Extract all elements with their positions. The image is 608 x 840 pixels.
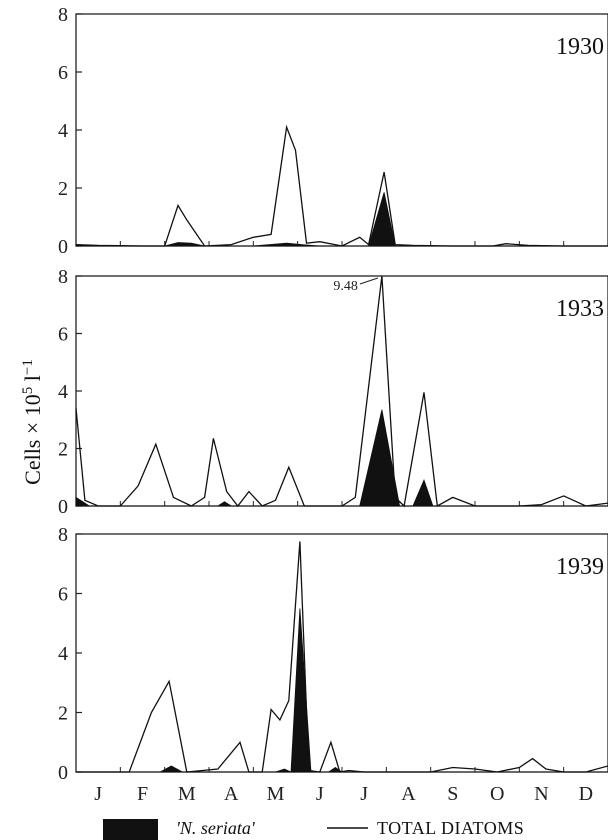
y-axis-label-exponent: 5: [20, 387, 36, 395]
y-tick-label: 6: [58, 584, 68, 606]
y-tick-label: 8: [58, 524, 68, 546]
y-tick-label: 4: [58, 120, 68, 142]
month-label: O: [490, 783, 504, 805]
y-tick-label: 2: [58, 178, 68, 200]
month-label: J: [360, 783, 368, 805]
y-tick-label: 2: [58, 703, 68, 725]
legend-label-n-seriata: 'N. seriata': [176, 818, 256, 838]
month-label: S: [447, 783, 458, 805]
y-tick-label: 6: [58, 324, 68, 346]
month-label: N: [534, 783, 548, 805]
panel-1930: 0 2 4 6 8 1930: [58, 4, 608, 258]
y-tick-label: 0: [58, 762, 68, 784]
panel-1939: 0 2 4 6 8 1939: [58, 524, 608, 784]
peak-annotation: 9.48: [333, 279, 358, 294]
panel-frame: [75, 13, 608, 247]
panel-year-label: 1939: [556, 554, 604, 580]
panel-frame: [75, 275, 608, 507]
month-label: F: [137, 783, 148, 805]
y-axis-label-unit-exponent: −1: [20, 359, 36, 375]
series-n-seriata-area: [76, 608, 608, 773]
month-label: J: [94, 783, 102, 805]
panel-year-label: 1930: [556, 34, 604, 60]
series-total-diatoms-line: [75, 275, 608, 508]
y-tick-label: 0: [58, 236, 68, 258]
month-label: A: [401, 783, 416, 805]
legend: 'N. seriata' TOTAL DIATOMS: [103, 818, 524, 840]
series-total-diatoms-line: [76, 541, 608, 773]
series-total-diatoms-line: [75, 124, 608, 247]
panel-1933: 0 2 4 6 8 1933 9.48: [58, 266, 608, 518]
y-tick-label: 4: [58, 643, 68, 665]
month-label: A: [224, 783, 239, 805]
month-label: M: [178, 783, 196, 805]
y-axis-label-unit: l: [20, 375, 45, 387]
y-tick-label: 2: [58, 439, 68, 461]
series-n-seriata-area: [75, 192, 608, 247]
month-label: J: [316, 783, 324, 805]
y-axis-label: Cells × 105 l−1: [20, 359, 45, 485]
chart-panels: 0 2 4 6 8 1930 0 2 4 6 8 1933 9.48 0 2 4 6 8 1939: [58, 4, 608, 784]
panel-frame: [75, 533, 608, 773]
annotation-leader: [359, 277, 379, 285]
panel-year-label: 1933: [556, 296, 604, 322]
legend-swatch-filled: [103, 819, 158, 840]
y-tick-label: 8: [58, 4, 68, 26]
legend-label-total-diatoms: TOTAL DIATOMS: [377, 818, 524, 838]
y-tick-label: 8: [58, 266, 68, 288]
y-tick-label: 4: [58, 381, 68, 403]
y-tick-label: 0: [58, 496, 68, 518]
month-label: M: [267, 783, 285, 805]
month-label: D: [579, 783, 593, 805]
series-n-seriata-area: [75, 409, 608, 507]
y-tick-label: 6: [58, 62, 68, 84]
